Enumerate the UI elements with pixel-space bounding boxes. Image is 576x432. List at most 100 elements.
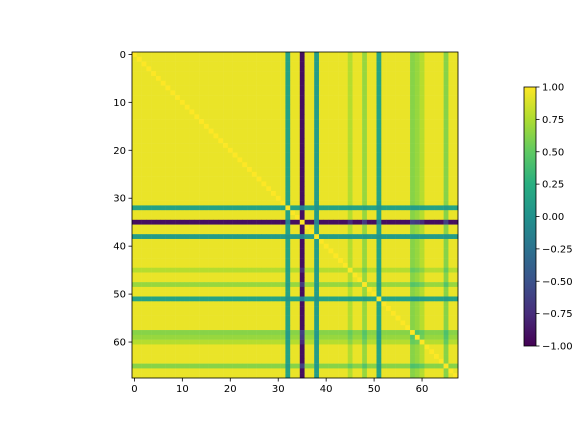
heatmap-cell <box>448 196 453 201</box>
heatmap-cell <box>353 129 358 134</box>
heatmap-cell <box>276 335 281 340</box>
heatmap-cell <box>386 249 391 254</box>
heatmap-cell <box>429 349 434 354</box>
heatmap-cell <box>400 134 405 139</box>
heatmap-cell <box>319 253 324 258</box>
heatmap-cell <box>285 234 290 239</box>
heatmap-cell <box>377 263 382 268</box>
heatmap-cell <box>367 124 372 129</box>
heatmap-cell <box>146 316 151 321</box>
heatmap-cell <box>161 90 166 95</box>
heatmap-cell <box>137 349 142 354</box>
heatmap-cell <box>386 71 391 76</box>
heatmap-cell <box>396 129 401 134</box>
heatmap-cell <box>324 316 329 321</box>
heatmap-cell <box>137 191 142 196</box>
heatmap-cell <box>199 244 204 249</box>
heatmap-cell <box>237 340 242 345</box>
heatmap-cell <box>170 177 175 182</box>
heatmap-cell <box>353 62 358 67</box>
heatmap-cell <box>281 359 286 364</box>
heatmap-cell <box>223 105 228 110</box>
heatmap-cell <box>161 119 166 124</box>
heatmap-cell <box>400 86 405 91</box>
heatmap-cell <box>209 316 214 321</box>
heatmap-cell <box>209 76 214 81</box>
heatmap-cell <box>353 373 358 378</box>
heatmap-cell <box>348 124 353 129</box>
heatmap-cell <box>410 90 415 95</box>
heatmap-cell <box>367 52 372 57</box>
heatmap-cell <box>170 364 175 369</box>
heatmap-cell <box>271 81 276 86</box>
heatmap-cell <box>372 76 377 81</box>
heatmap-cell <box>214 143 219 148</box>
heatmap-cell <box>343 301 348 306</box>
heatmap-cell <box>218 62 223 67</box>
heatmap-cell <box>185 167 190 172</box>
heatmap-cell <box>324 359 329 364</box>
heatmap-cell <box>151 373 156 378</box>
heatmap-cell <box>300 292 305 297</box>
heatmap-cell <box>362 311 367 316</box>
heatmap-cell <box>151 225 156 230</box>
heatmap-cell <box>156 124 161 129</box>
heatmap-cell <box>285 316 290 321</box>
heatmap-cell <box>271 373 276 378</box>
heatmap-cell <box>348 52 353 57</box>
heatmap-cell <box>424 239 429 244</box>
heatmap-cell <box>396 239 401 244</box>
heatmap-cell <box>156 210 161 215</box>
heatmap-cell <box>333 325 338 330</box>
heatmap-cell <box>242 210 247 215</box>
heatmap-cell <box>166 359 171 364</box>
heatmap-cell <box>319 282 324 287</box>
heatmap-cell <box>415 263 420 268</box>
heatmap-cell <box>242 320 247 325</box>
heatmap-cell <box>386 76 391 81</box>
heatmap-cell <box>434 364 439 369</box>
heatmap-cell <box>300 100 305 105</box>
heatmap-cell <box>333 364 338 369</box>
heatmap-cell <box>180 134 185 139</box>
heatmap-cell <box>396 191 401 196</box>
heatmap-cell <box>319 110 324 115</box>
heatmap-cell <box>204 148 209 153</box>
heatmap-cell <box>252 277 257 282</box>
heatmap-cell <box>429 297 434 302</box>
heatmap-cell <box>271 297 276 302</box>
heatmap-cell <box>142 162 147 167</box>
heatmap-cell <box>242 52 247 57</box>
heatmap-cell <box>353 320 358 325</box>
heatmap-cell <box>218 344 223 349</box>
heatmap-cell <box>377 86 382 91</box>
heatmap-cell <box>357 263 362 268</box>
heatmap-cell <box>444 201 449 206</box>
heatmap-cell <box>357 119 362 124</box>
heatmap-cell <box>271 210 276 215</box>
heatmap-cell <box>391 344 396 349</box>
heatmap-cell <box>170 234 175 239</box>
heatmap-cell <box>381 52 386 57</box>
heatmap-cell <box>420 273 425 278</box>
heatmap-cell <box>300 368 305 373</box>
heatmap-cell <box>151 157 156 162</box>
heatmap-cell <box>453 57 458 62</box>
heatmap-cell <box>329 311 334 316</box>
heatmap-cell <box>180 205 185 210</box>
heatmap-cell <box>137 66 142 71</box>
heatmap-cell <box>156 201 161 206</box>
heatmap-cell <box>444 273 449 278</box>
heatmap-cell <box>314 100 319 105</box>
heatmap-cell <box>161 191 166 196</box>
heatmap-cell <box>276 201 281 206</box>
heatmap-cell <box>333 344 338 349</box>
heatmap-cell <box>444 263 449 268</box>
heatmap-cell <box>410 268 415 273</box>
heatmap-cell <box>166 316 171 321</box>
heatmap-cell <box>290 81 295 86</box>
heatmap-cell <box>242 71 247 76</box>
heatmap-cell <box>391 110 396 115</box>
heatmap-cell <box>247 90 252 95</box>
heatmap-cell <box>377 205 382 210</box>
